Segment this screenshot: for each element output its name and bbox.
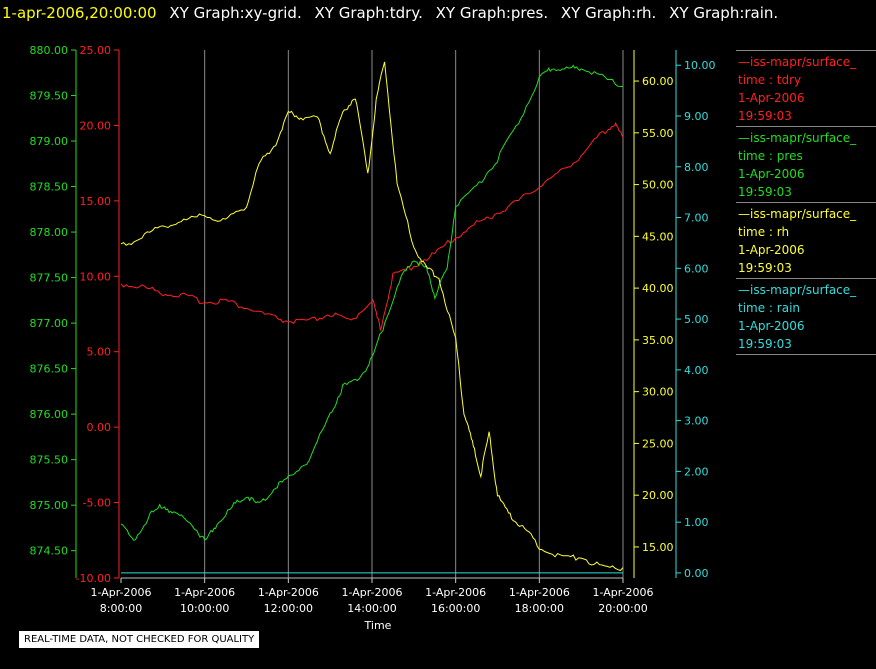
current-datetime: 1-apr-2006,20:00:00 xyxy=(2,4,157,22)
series-line-pres xyxy=(120,64,624,541)
rh-tick-label: 20.00 xyxy=(642,489,674,502)
quality-disclaimer: REAL-TIME DATA, NOT CHECKED FOR QUALITY xyxy=(19,631,260,648)
x-tick-label-date: 1-Apr-2006 xyxy=(90,586,151,599)
pres-tick-label: 876.00 xyxy=(30,408,69,421)
legend-date: 1-Apr-2006 xyxy=(738,91,805,105)
rh-tick-label: 45.00 xyxy=(642,230,674,243)
pres-tick-label: 875.00 xyxy=(30,499,69,512)
legend-time: 19:59:03 xyxy=(738,109,792,123)
legend-time: 19:59:03 xyxy=(738,185,792,199)
series-line-tdry xyxy=(120,121,624,331)
series-line-rh xyxy=(120,61,624,572)
x-tick-label-time: 20:00:00 xyxy=(598,602,647,615)
legend-line-icon: — xyxy=(738,283,750,297)
rh-tick-label: 15.00 xyxy=(642,541,674,554)
legend-entry-rain: —iss-mapr/surface_ time : rain 1-Apr-200… xyxy=(736,278,876,355)
rain-tick-label: 6.00 xyxy=(684,262,709,275)
pres-tick-label: 877.00 xyxy=(30,317,69,330)
rain-tick-label: 10.00 xyxy=(684,59,716,72)
pres-tick-label: 876.50 xyxy=(30,363,69,376)
x-tick-label-date: 1-Apr-2006 xyxy=(592,586,653,599)
legend-series-name: iss-mapr/surface_ xyxy=(750,55,857,69)
graph-title-rh: XY Graph:rh. xyxy=(560,4,657,22)
pres-tick-label: 880.00 xyxy=(30,44,69,57)
x-tick-label-time: 12:00:00 xyxy=(264,602,313,615)
rain-tick-label: 3.00 xyxy=(684,415,709,428)
graph-title-tdry: XY Graph:tdry. xyxy=(314,4,423,22)
pres-tick-label: 874.50 xyxy=(30,545,69,558)
legend-series-name: iss-mapr/surface_ xyxy=(750,283,857,297)
pres-tick-label: 875.50 xyxy=(30,454,69,467)
x-tick-label-time: 18:00:00 xyxy=(515,602,564,615)
legend-line-icon: — xyxy=(738,207,750,221)
x-axis-label: Time xyxy=(364,619,392,632)
rain-tick-label: 1.00 xyxy=(684,516,709,529)
pres-tick-label: 877.50 xyxy=(30,272,69,285)
legend-time: 19:59:03 xyxy=(738,261,792,275)
x-tick-label-time: 8:00:00 xyxy=(100,602,142,615)
rain-tick-label: 8.00 xyxy=(684,161,709,174)
x-tick-label-date: 1-Apr-2006 xyxy=(258,586,319,599)
rain-tick-label: 5.00 xyxy=(684,313,709,326)
rh-tick-label: 55.00 xyxy=(642,127,674,140)
graph-title-pres: XY Graph:pres. xyxy=(435,4,549,22)
rh-tick-label: 30.00 xyxy=(642,386,674,399)
tdry-tick-label: -5.00 xyxy=(83,497,111,510)
x-tick-label-time: 14:00:00 xyxy=(347,602,396,615)
legend-date: 1-Apr-2006 xyxy=(738,167,805,181)
legend-line-icon: — xyxy=(738,55,750,69)
x-tick-label-time: 16:00:00 xyxy=(431,602,480,615)
pres-tick-label: 879.00 xyxy=(30,135,69,148)
rh-tick-label: 40.00 xyxy=(642,282,674,295)
tdry-tick-label: 0.00 xyxy=(87,421,112,434)
pres-tick-label: 879.50 xyxy=(30,90,69,103)
legend-series-name: iss-mapr/surface_ xyxy=(750,131,857,145)
legend-field: time : rain xyxy=(738,301,801,315)
rain-tick-label: 2.00 xyxy=(684,465,709,478)
x-tick-label-date: 1-Apr-2006 xyxy=(174,586,235,599)
legend-entry-tdry: —iss-mapr/surface_ time : tdry 1-Apr-200… xyxy=(736,50,876,126)
rh-tick-label: 35.00 xyxy=(642,334,674,347)
rain-tick-label: 9.00 xyxy=(684,110,709,123)
legend-line-icon: — xyxy=(738,131,750,145)
legend-time: 19:59:03 xyxy=(738,337,792,351)
pres-tick-label: 878.50 xyxy=(30,181,69,194)
rain-tick-label: 0.00 xyxy=(684,567,709,580)
rain-tick-label: 4.00 xyxy=(684,364,709,377)
graph-title-rain: XY Graph:rain. xyxy=(669,4,779,22)
legend-field: time : pres xyxy=(738,149,803,163)
rh-tick-label: 50.00 xyxy=(642,179,674,192)
legend-series-name: iss-mapr/surface_ xyxy=(750,207,857,221)
x-tick-label-time: 10:00:00 xyxy=(180,602,229,615)
legend-date: 1-Apr-2006 xyxy=(738,319,805,333)
tdry-tick-label: 10.00 xyxy=(80,270,112,283)
tdry-tick-label: 15.00 xyxy=(80,195,112,208)
tdry-tick-label: 20.00 xyxy=(80,119,112,132)
rh-tick-label: 60.00 xyxy=(642,75,674,88)
tdry-tick-label: 5.00 xyxy=(87,346,112,359)
rain-tick-label: 7.00 xyxy=(684,212,709,225)
legend: —iss-mapr/surface_ time : tdry 1-Apr-200… xyxy=(736,50,876,355)
tdry-tick-label: 25.00 xyxy=(80,44,112,57)
tdry-tick-label: -10.00 xyxy=(76,572,111,585)
x-tick-label-date: 1-Apr-2006 xyxy=(509,586,570,599)
pres-tick-label: 878.00 xyxy=(30,226,69,239)
legend-entry-pres: —iss-mapr/surface_ time : pres 1-Apr-200… xyxy=(736,126,876,202)
legend-field: time : rh xyxy=(738,225,790,239)
rh-tick-label: 25.00 xyxy=(642,437,674,450)
x-tick-label-date: 1-Apr-2006 xyxy=(341,586,402,599)
graph-title-xy-grid: XY Graph:xy-grid. xyxy=(169,4,302,22)
legend-date: 1-Apr-2006 xyxy=(738,243,805,257)
legend-entry-rh: —iss-mapr/surface_ time : rh 1-Apr-2006 … xyxy=(736,202,876,278)
legend-field: time : tdry xyxy=(738,73,802,87)
title-bar: 1-apr-2006,20:00:00 XY Graph:xy-grid. XY… xyxy=(0,2,778,24)
x-tick-label-date: 1-Apr-2006 xyxy=(425,586,486,599)
